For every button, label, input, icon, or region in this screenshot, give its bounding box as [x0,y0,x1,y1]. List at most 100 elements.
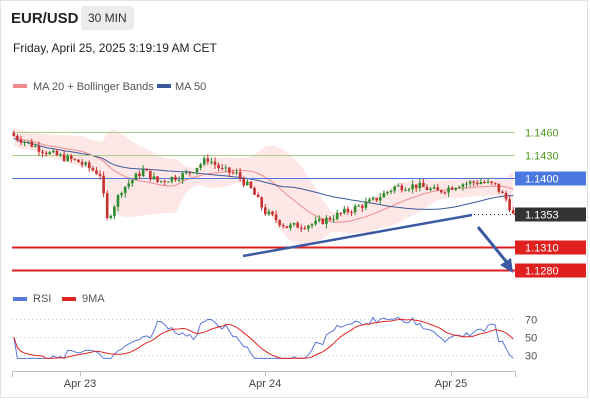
candle [134,172,138,181]
candle [145,168,149,171]
candle [80,159,84,168]
level-tag-1.1280 [515,263,586,278]
candle [479,178,483,185]
candle [26,141,30,145]
candle [231,169,235,175]
candle [353,203,357,215]
candle [109,214,113,220]
candle [508,195,511,213]
level-tag-1.1353 [515,207,586,222]
candle [307,224,310,232]
rsi-line [13,316,514,360]
candle [407,187,411,193]
candle [378,192,382,205]
candle [396,183,400,187]
candle [16,133,19,142]
ma20-legend-label: MA 20 + Bollinger Bands [33,81,154,93]
candle [235,168,238,176]
candle [461,182,465,191]
candle [400,183,404,193]
candle [166,180,170,183]
candle [274,210,278,223]
candle [332,214,335,223]
candle [292,222,296,227]
candle [339,212,343,217]
price-legend: MA 20 + Bollinger Bands MA 50 [13,81,206,93]
candle [335,209,339,221]
rsi-ma-legend-label: 9MA [82,293,105,305]
candle [468,179,472,187]
candle [44,150,48,157]
candle [181,171,184,185]
candle [425,184,429,191]
level-labels: 1.1460 1.1430 1.1400 1.1353 1.1310 1.1280 [515,128,586,278]
candle [493,182,497,186]
rsi-ma-legend-swatch [62,297,76,301]
candle [357,203,361,207]
candle [418,178,422,192]
candle [458,185,461,189]
candle [98,170,102,180]
x-tick-label: Apr 25 [435,378,467,390]
candle [368,197,371,203]
candle [19,135,23,146]
candle [52,148,55,154]
candle [206,154,210,165]
down-arrow-icon [500,258,513,273]
candle [371,196,375,201]
x-axis: Apr 23 Apr 24 Apr 25 [12,371,516,390]
candle [120,191,123,198]
candle [447,185,450,197]
candle [149,170,152,182]
candle [328,216,332,222]
candle [37,141,41,157]
candle [62,150,66,162]
candle [177,176,181,183]
candle [202,155,206,167]
candle [224,164,228,172]
candle [256,192,260,198]
candle [220,163,224,171]
candle [303,225,307,230]
candle [263,204,267,216]
candle [159,180,163,184]
candle [192,171,195,174]
candle [364,197,368,210]
candle [66,153,69,162]
candle [436,183,440,191]
candle [511,206,515,214]
candle [195,167,199,175]
candle [393,185,396,194]
candle [199,162,202,171]
candle [163,179,166,186]
rsi-tick-label: 50 [525,333,537,345]
candle [310,223,314,229]
candle [213,157,217,169]
annotations [242,213,513,273]
rsi-legend-swatch [13,297,27,301]
timeframe-badge[interactable]: 30 MIN [81,6,134,30]
bollinger-band [13,126,514,247]
candle [102,171,105,198]
candle [497,183,501,194]
timestamp: Friday, April 25, 2025 3:19:19 AM CET [13,41,217,55]
x-tick-label: Apr 24 [249,378,281,390]
moving-averages [13,135,514,223]
candle [429,186,432,192]
candle [127,179,131,190]
candle [285,226,289,229]
candle [483,180,486,184]
rsi-tick-label: 30 [525,351,537,363]
level-tag-1.1310 [515,240,586,255]
price-levels [12,132,515,272]
candle [249,181,253,189]
candle [123,186,127,198]
candle [281,223,285,229]
candle [321,217,325,225]
candle [260,196,264,211]
candle [91,166,95,172]
symbol-label: EUR/USD [11,10,79,27]
candle [267,208,271,217]
candle [34,143,37,148]
